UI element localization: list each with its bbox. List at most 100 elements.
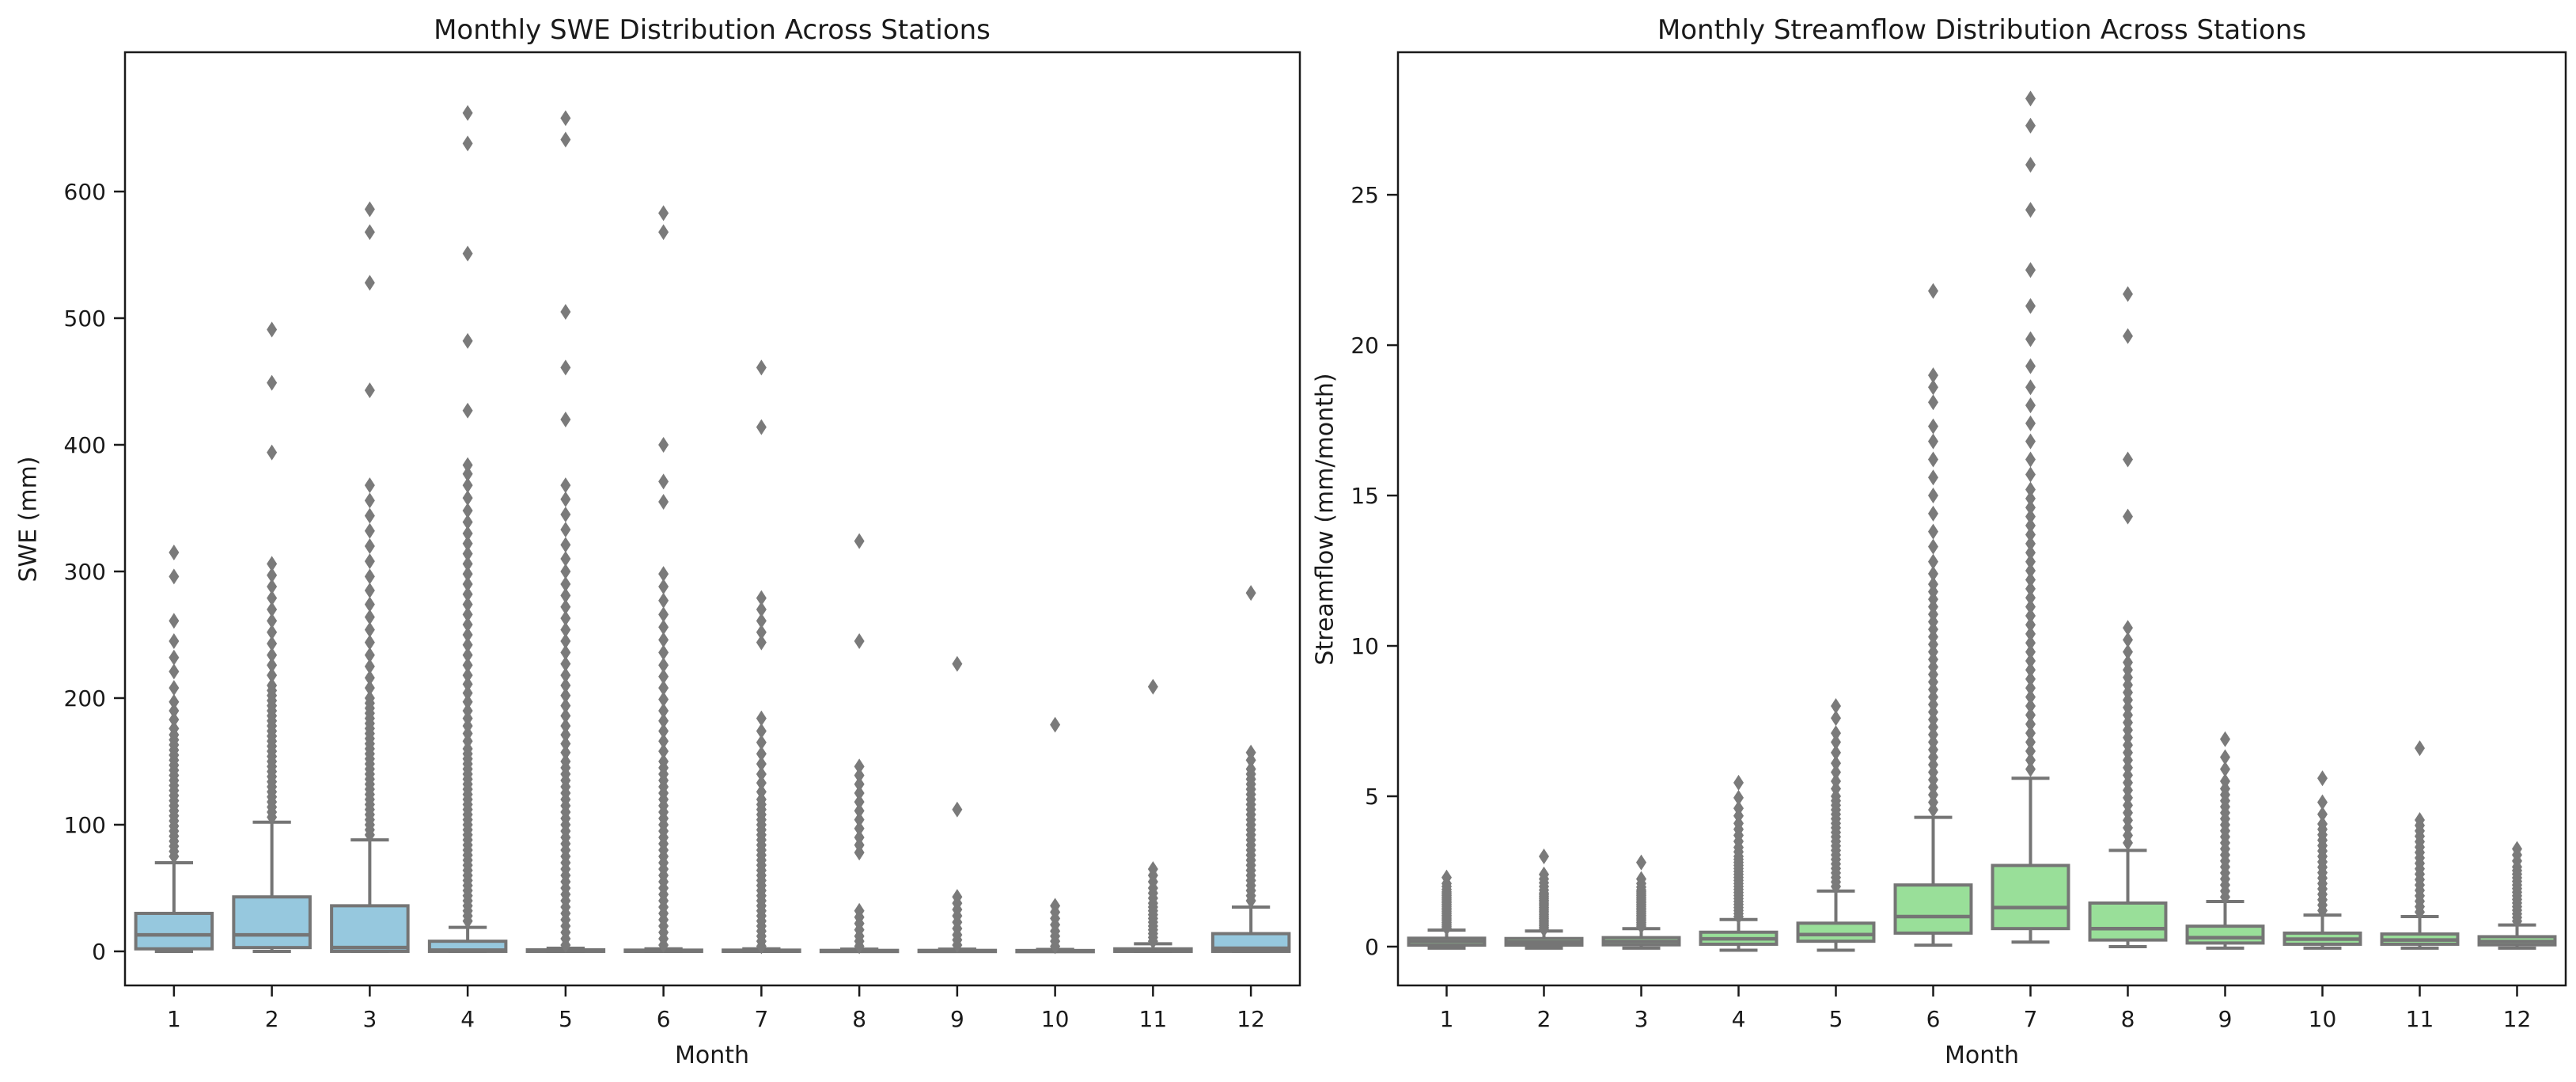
boxplot-month-5: [1796, 698, 1876, 952]
flier-point: [267, 321, 278, 338]
swe-xaxis-label: Month: [674, 1042, 750, 1069]
flier-point: [2123, 632, 2133, 648]
flier-point: [364, 477, 375, 494]
flier-point: [560, 537, 571, 553]
flier-point: [658, 205, 669, 222]
flier-point: [364, 568, 375, 585]
flier-point: [560, 621, 571, 638]
flier-point: [1539, 866, 1549, 883]
flier-point: [854, 784, 865, 801]
fliers-month-7: [2025, 90, 2036, 777]
flier-point: [658, 632, 669, 648]
x-tick-label: 5: [559, 1006, 573, 1032]
flier-point: [560, 727, 571, 743]
flier-point: [364, 522, 375, 539]
flier-point: [2415, 812, 2425, 829]
flier-point: [658, 619, 669, 636]
x-tick-label: 7: [754, 1006, 768, 1032]
flier-point: [2025, 752, 2036, 769]
x-tick-label: 12: [2503, 1006, 2532, 1032]
flier-point: [462, 657, 473, 674]
flier-point: [1928, 523, 1938, 540]
y-tick-label: 300: [64, 559, 106, 585]
flier-point: [560, 550, 571, 567]
boxplot-month-10: [2282, 770, 2362, 950]
flier-point: [952, 889, 963, 905]
y-tick-label: 20: [1351, 332, 1379, 359]
flier-point: [364, 670, 375, 686]
flier-point: [462, 575, 473, 592]
flier-point: [756, 784, 767, 800]
flier-point: [2025, 90, 2036, 107]
flier-point: [1928, 394, 1938, 411]
flier-point: [2123, 654, 2133, 670]
flier-point: [658, 668, 669, 685]
flier-point: [462, 606, 473, 623]
x-tick-label: 7: [2024, 1006, 2038, 1032]
flier-point: [364, 507, 375, 524]
flier-point: [1928, 538, 1938, 555]
flier-point: [2220, 731, 2230, 747]
flier-point: [952, 801, 963, 818]
flier-point: [462, 490, 473, 507]
flier-point: [2317, 815, 2328, 832]
swe-yaxis-label: SWE (mm): [14, 456, 43, 583]
streamflow-panel-title: Monthly Streamflow Distribution Across S…: [1657, 14, 2307, 46]
box: [232, 895, 312, 950]
flier-point: [2025, 202, 2036, 218]
flier-point: [2025, 518, 2036, 534]
fliers-month-8: [854, 533, 865, 955]
fliers-month-5: [560, 110, 571, 953]
flier-point: [169, 712, 180, 728]
flier-point: [658, 702, 669, 719]
flier-point: [462, 525, 473, 541]
flier-point: [267, 374, 278, 391]
flier-point: [169, 613, 180, 629]
flier-point: [462, 535, 473, 552]
flier-point: [658, 644, 669, 661]
flier-point: [756, 613, 767, 629]
flier-point: [267, 567, 278, 583]
flier-point: [364, 275, 375, 291]
flier-point: [854, 533, 865, 549]
flier-point: [1928, 553, 1938, 570]
x-tick-label: 3: [362, 1006, 377, 1032]
flier-point: [560, 753, 571, 769]
flier-point: [364, 492, 375, 509]
fliers-month-8: [2123, 286, 2133, 851]
flier-point: [2025, 397, 2036, 414]
flier-point: [658, 691, 669, 708]
flier-point: [364, 553, 375, 570]
flier-point: [462, 586, 473, 602]
flier-point: [2025, 490, 2036, 507]
flier-point: [854, 811, 865, 828]
flier-point: [658, 473, 669, 490]
flier-point: [560, 667, 571, 684]
flier-point: [267, 579, 278, 595]
flier-point: [2025, 598, 2036, 615]
boxplot-month-7: [1991, 90, 2070, 944]
boxplot-month-4: [427, 104, 508, 953]
flier-point: [1928, 418, 1938, 435]
flier-point: [658, 606, 669, 623]
flier-point: [854, 758, 865, 775]
plot-frame: [1396, 51, 2567, 987]
boxplot-month-12: [2477, 841, 2557, 950]
flier-point: [1928, 433, 1938, 450]
flier-point: [560, 477, 571, 494]
flier-point: [1441, 869, 1452, 886]
flier-point: [2025, 653, 2036, 670]
flier-point: [364, 621, 375, 638]
boxplot-month-7: [722, 359, 801, 955]
flier-point: [658, 723, 669, 739]
flier-point: [854, 767, 865, 784]
x-tick-label: 8: [2121, 1006, 2135, 1032]
boxplot-month-11: [1113, 678, 1193, 953]
flier-point: [756, 419, 767, 435]
flier-point: [2025, 499, 2036, 516]
flier-point: [2025, 662, 2036, 678]
x-tick-label: 8: [852, 1006, 866, 1032]
boxplot-month-2: [1504, 848, 1584, 950]
flier-point: [2025, 734, 2036, 750]
